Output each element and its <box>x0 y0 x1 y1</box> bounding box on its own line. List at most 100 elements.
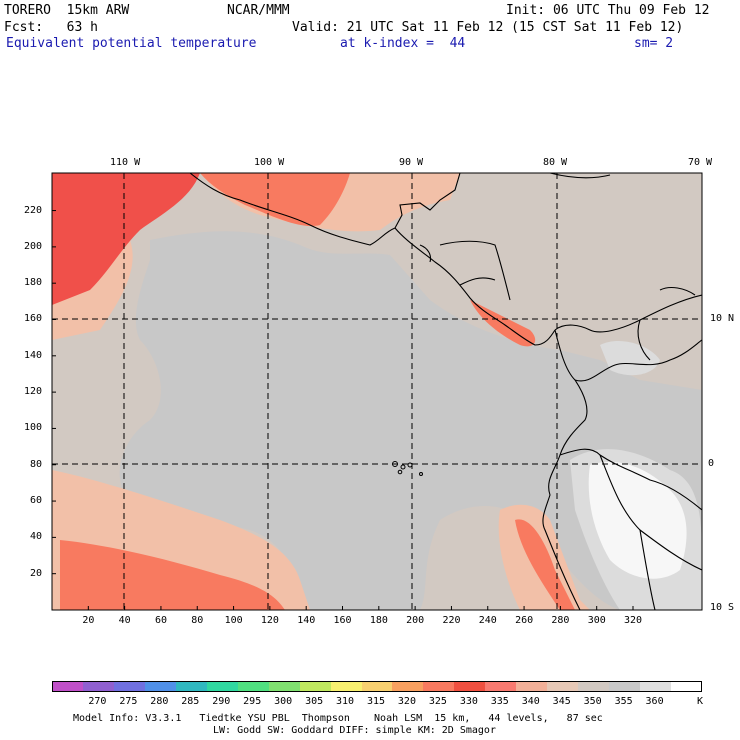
lon-label-110w: 110 W <box>110 157 141 168</box>
colorbar-label: 360 <box>645 696 664 707</box>
field-region-355-north <box>600 340 660 376</box>
colorbar-swatch <box>516 681 548 692</box>
coastline-mexico <box>189 173 396 246</box>
lon-label-90w: 90 W <box>399 157 424 168</box>
lon-label-80w: 80 W <box>543 157 568 168</box>
colorbar-swatch <box>423 681 455 692</box>
colorbar-swatch <box>361 681 393 692</box>
x-tick-label: 220 <box>442 615 461 626</box>
colorbar-swatch <box>52 681 84 692</box>
field-region-325-peru <box>515 519 575 610</box>
x-tick-label: 60 <box>154 615 167 626</box>
x-tick-label: 40 <box>118 615 131 626</box>
border-andes <box>574 339 702 382</box>
field-region-330-southwest <box>60 540 285 610</box>
island-hispaniola <box>659 286 696 296</box>
colorbar-label: 335 <box>490 696 509 707</box>
init-time: Init: 06 UTC Thu 09 Feb 12 <box>506 3 710 18</box>
colorbar-swatch <box>578 681 610 692</box>
colorbar-swatch <box>113 681 146 692</box>
y-tick-label: 80 <box>30 458 43 470</box>
colorbar-swatch <box>237 681 270 692</box>
colorbar-swatch <box>547 681 579 692</box>
colorbar-frame <box>52 681 702 692</box>
border-guatemala <box>419 244 432 263</box>
x-tick-label: 260 <box>515 615 534 626</box>
y-tick-label: 20 <box>30 567 43 579</box>
colorbar-label: 305 <box>305 696 324 707</box>
model-info: Model Info: V3.3.1 Tiedtke YSU PBL Thomp… <box>73 713 603 724</box>
x-tick-label: 100 <box>224 615 243 626</box>
x-tick-label: 180 <box>369 615 388 626</box>
colorbar-label: 295 <box>243 696 262 707</box>
x-tick-label: 20 <box>82 615 95 626</box>
colorbar-swatch <box>609 681 641 692</box>
island-cuba <box>549 173 611 179</box>
x-tick-label: 160 <box>333 615 352 626</box>
colorbar-label: 280 <box>150 696 169 707</box>
y-tick-label: 220 <box>24 204 43 216</box>
colorbar-swatch <box>299 681 332 692</box>
x-tick-label: 140 <box>297 615 316 626</box>
x-tick-label: 280 <box>551 615 570 626</box>
y-tick-label: 200 <box>24 240 43 252</box>
coastline-caribbean <box>439 240 511 301</box>
y-tick-label: 140 <box>24 349 43 361</box>
axis-ticks <box>52 210 634 610</box>
colorbar-label: 340 <box>521 696 540 707</box>
colorbar-swatch <box>671 681 703 692</box>
colorbar-label: 310 <box>336 696 355 707</box>
colorbar-label: 325 <box>428 696 447 707</box>
y-tick-label: 40 <box>30 531 43 543</box>
colorbar-swatch <box>392 681 424 692</box>
border-brazil <box>639 529 656 610</box>
colorbar-swatch <box>485 681 517 692</box>
lat-label-10n: 10 N <box>710 313 735 324</box>
colorbar-swatch <box>640 681 672 692</box>
field-region-325-coast <box>200 173 350 226</box>
x-tick-label: 320 <box>624 615 643 626</box>
forecast-hour: Fcst: 63 h <box>4 20 98 35</box>
colorbar-label: 270 <box>88 696 107 707</box>
x-tick-label: 80 <box>191 615 204 626</box>
colorbar-label: 315 <box>366 696 386 707</box>
colorbar-label: 275 <box>119 696 138 707</box>
lon-label-100w: 100 W <box>254 157 285 168</box>
colorbar-label: 330 <box>459 696 478 707</box>
colorbar-label: 355 <box>614 696 633 707</box>
coastline-gulf <box>394 173 461 229</box>
x-tick-label: 240 <box>478 615 497 626</box>
level-label: at k-index = 44 <box>340 36 466 51</box>
coastlines <box>189 173 702 610</box>
organization-label: NCAR/MMM <box>227 3 290 18</box>
smoothing-label: sm= 2 <box>634 36 674 51</box>
lat-label-10s: 10 S <box>710 602 735 613</box>
lat-lon-grid <box>52 173 702 610</box>
colorbar-swatch <box>144 681 177 692</box>
field-region-350b <box>230 339 331 451</box>
x-tick-label: 120 <box>260 615 279 626</box>
border-peru <box>599 454 702 571</box>
coastline-central-america <box>394 227 556 346</box>
model-physics: LW: Godd SW: Goddard DIFF: simple KM: 2D… <box>213 725 496 736</box>
colorbar-swatch <box>206 681 239 692</box>
border-honduras <box>459 277 496 286</box>
x-tick-label: 300 <box>587 615 606 626</box>
colorbar-label: 350 <box>583 696 602 707</box>
colorbar-swatch <box>330 681 362 692</box>
field-region-330-northwest <box>52 173 200 305</box>
colorbar-label: 320 <box>397 696 416 707</box>
colorbar-unit: K <box>697 696 704 707</box>
y-tick-label: 100 <box>24 422 43 434</box>
galapagos-islands <box>392 461 423 476</box>
colorbar-swatch <box>454 681 486 692</box>
valid-time: Valid: 21 UTC Sat 11 Feb 12 (15 CST Sat … <box>292 20 684 35</box>
map-frame <box>51 172 703 611</box>
colorbar-swatch <box>175 681 208 692</box>
colorbar-swatch <box>82 681 115 692</box>
lon-label-70w: 70 W <box>688 157 713 168</box>
colorbar-swatch <box>268 681 301 692</box>
y-tick-label: 160 <box>24 313 43 325</box>
lat-label-0: 0 <box>708 458 715 469</box>
